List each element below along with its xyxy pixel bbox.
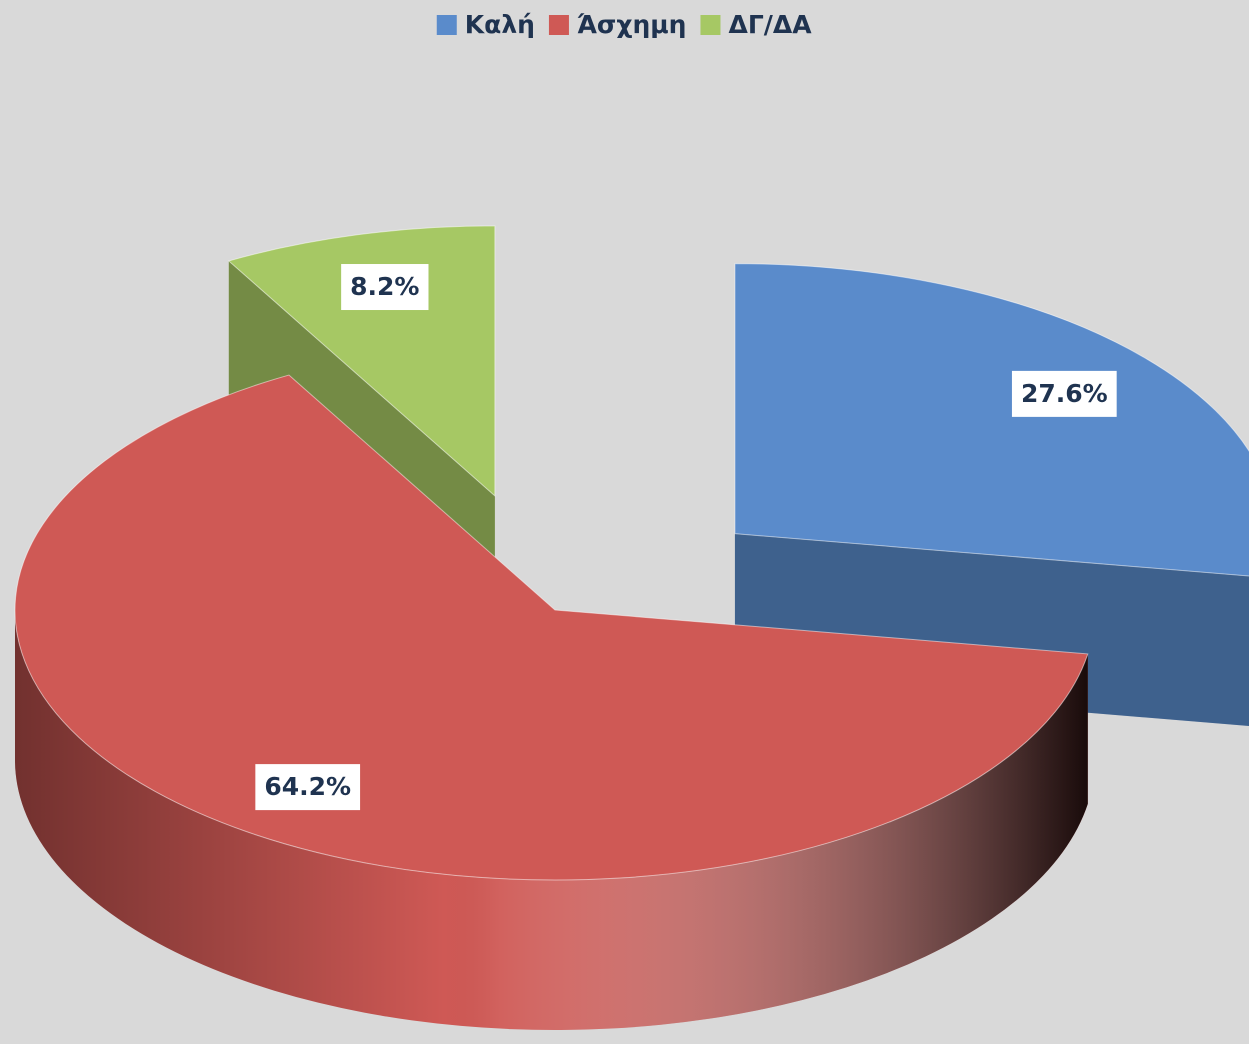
legend-swatch [700,15,721,35]
slice-top [14,374,1089,881]
data-label: 64.2% [264,772,351,801]
legend-label: Καλή [465,10,535,39]
data-label: 8.2% [350,272,419,301]
data-label-box [1011,370,1117,417]
legend-swatch [548,15,569,35]
legend-label: ΔΓ/ΔΑ [728,10,812,39]
legend-label: Άσχημη [577,10,687,39]
slice-side-shade [15,610,1088,1030]
slice-top [734,263,1249,577]
data-label-box [255,764,361,811]
data-label: 27.6% [1021,379,1108,408]
slice [14,374,1089,1030]
data-label-box [341,264,429,311]
legend-swatch [436,15,457,35]
legend: Καλή Άσχημη ΔΓ/ΔΑ [436,10,812,39]
